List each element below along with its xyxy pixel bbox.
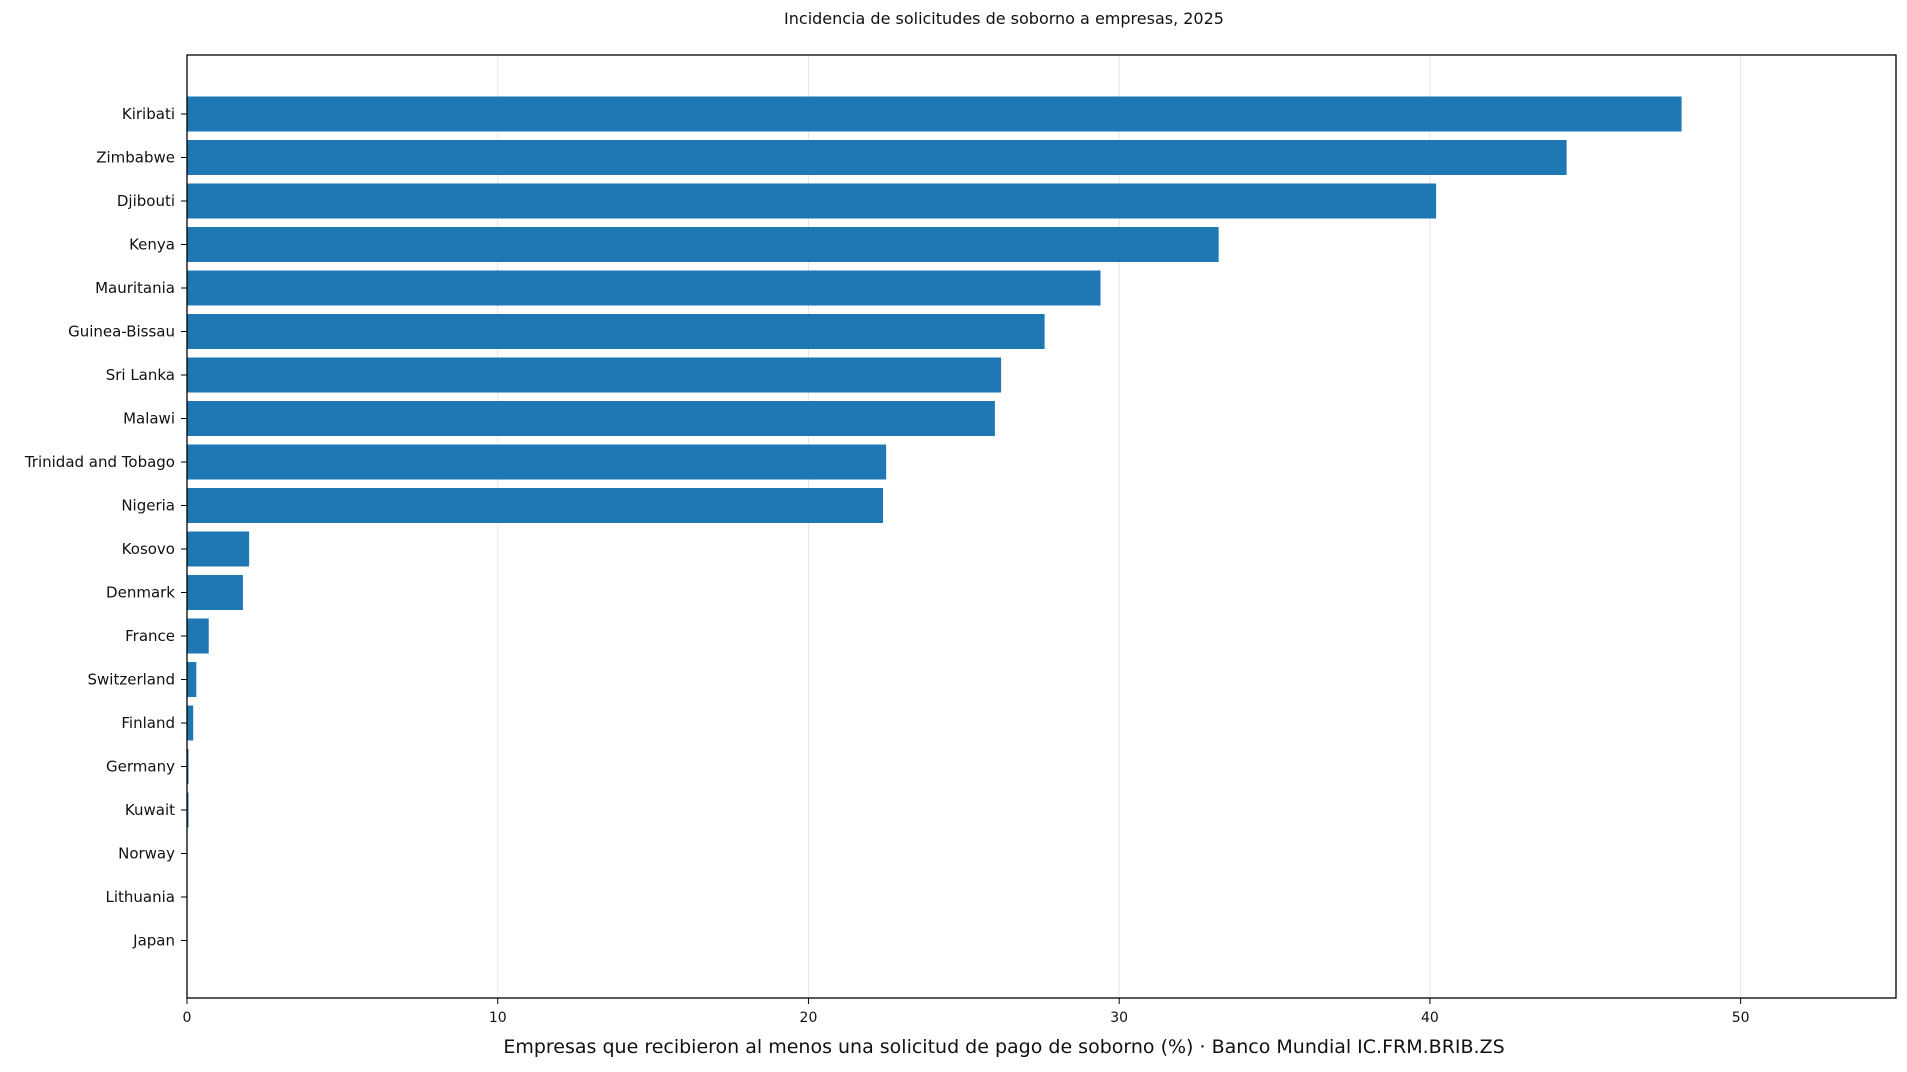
chart-title: Incidencia de solicitudes de soborno a e… (784, 9, 1224, 28)
bar (187, 96, 1682, 132)
y-tick-label: Malawi (123, 410, 175, 428)
x-axis-ticks: 0 10 20 30 40 50 (183, 998, 1750, 1026)
plot-frame (186, 54, 1897, 999)
bar (187, 749, 189, 784)
x-tick-label: 50 (1732, 1010, 1750, 1026)
bar (187, 488, 884, 523)
bar (187, 705, 194, 741)
bar (187, 357, 1002, 393)
x-tick-label: 30 (1110, 1010, 1128, 1026)
bar (187, 314, 1045, 349)
y-tick-label: Sri Lanka (106, 366, 175, 384)
y-tick-label: Zimbabwe (96, 149, 175, 167)
y-axis-ticks: Kiribati Zimbabwe Djibouti Kenya Mauritania G… (24, 105, 187, 950)
y-tick-label: Switzerland (88, 671, 176, 689)
x-tick-label: 0 (183, 1010, 192, 1026)
y-tick-label: Kosovo (122, 540, 175, 558)
x-tick-label: 40 (1421, 1010, 1439, 1026)
x-tick-label: 20 (800, 1010, 818, 1026)
y-tick-label: Denmark (106, 584, 175, 602)
bar (187, 792, 189, 828)
y-tick-label: Germany (106, 758, 175, 776)
y-tick-label: Guinea-Bissau (68, 323, 175, 341)
y-tick-label: Mauritania (95, 279, 175, 297)
bars (187, 96, 1682, 828)
bar (187, 531, 250, 567)
x-tick-label: 10 (489, 1010, 507, 1026)
y-tick-label: Kenya (129, 236, 175, 254)
y-tick-label: Djibouti (117, 192, 175, 210)
bar (187, 270, 1101, 306)
bar (187, 227, 1219, 262)
y-tick-label: Kiribati (122, 105, 175, 123)
bar (187, 183, 1437, 219)
bar (187, 662, 197, 697)
y-tick-label: Trinidad and Tobago (24, 453, 175, 471)
y-tick-label: France (125, 627, 175, 645)
y-tick-label: Finland (121, 714, 175, 732)
bar (187, 575, 243, 610)
x-axis-label: Empresas que recibieron al menos una sol… (503, 1036, 1504, 1058)
bar (187, 618, 209, 654)
y-tick-label: Nigeria (121, 497, 175, 515)
y-tick-label: Japan (132, 932, 175, 950)
bar (187, 401, 995, 436)
y-tick-label: Kuwait (125, 801, 175, 819)
bar (187, 444, 887, 480)
bar (187, 140, 1567, 175)
y-tick-label: Norway (118, 845, 175, 863)
y-tick-label: Lithuania (106, 888, 175, 906)
